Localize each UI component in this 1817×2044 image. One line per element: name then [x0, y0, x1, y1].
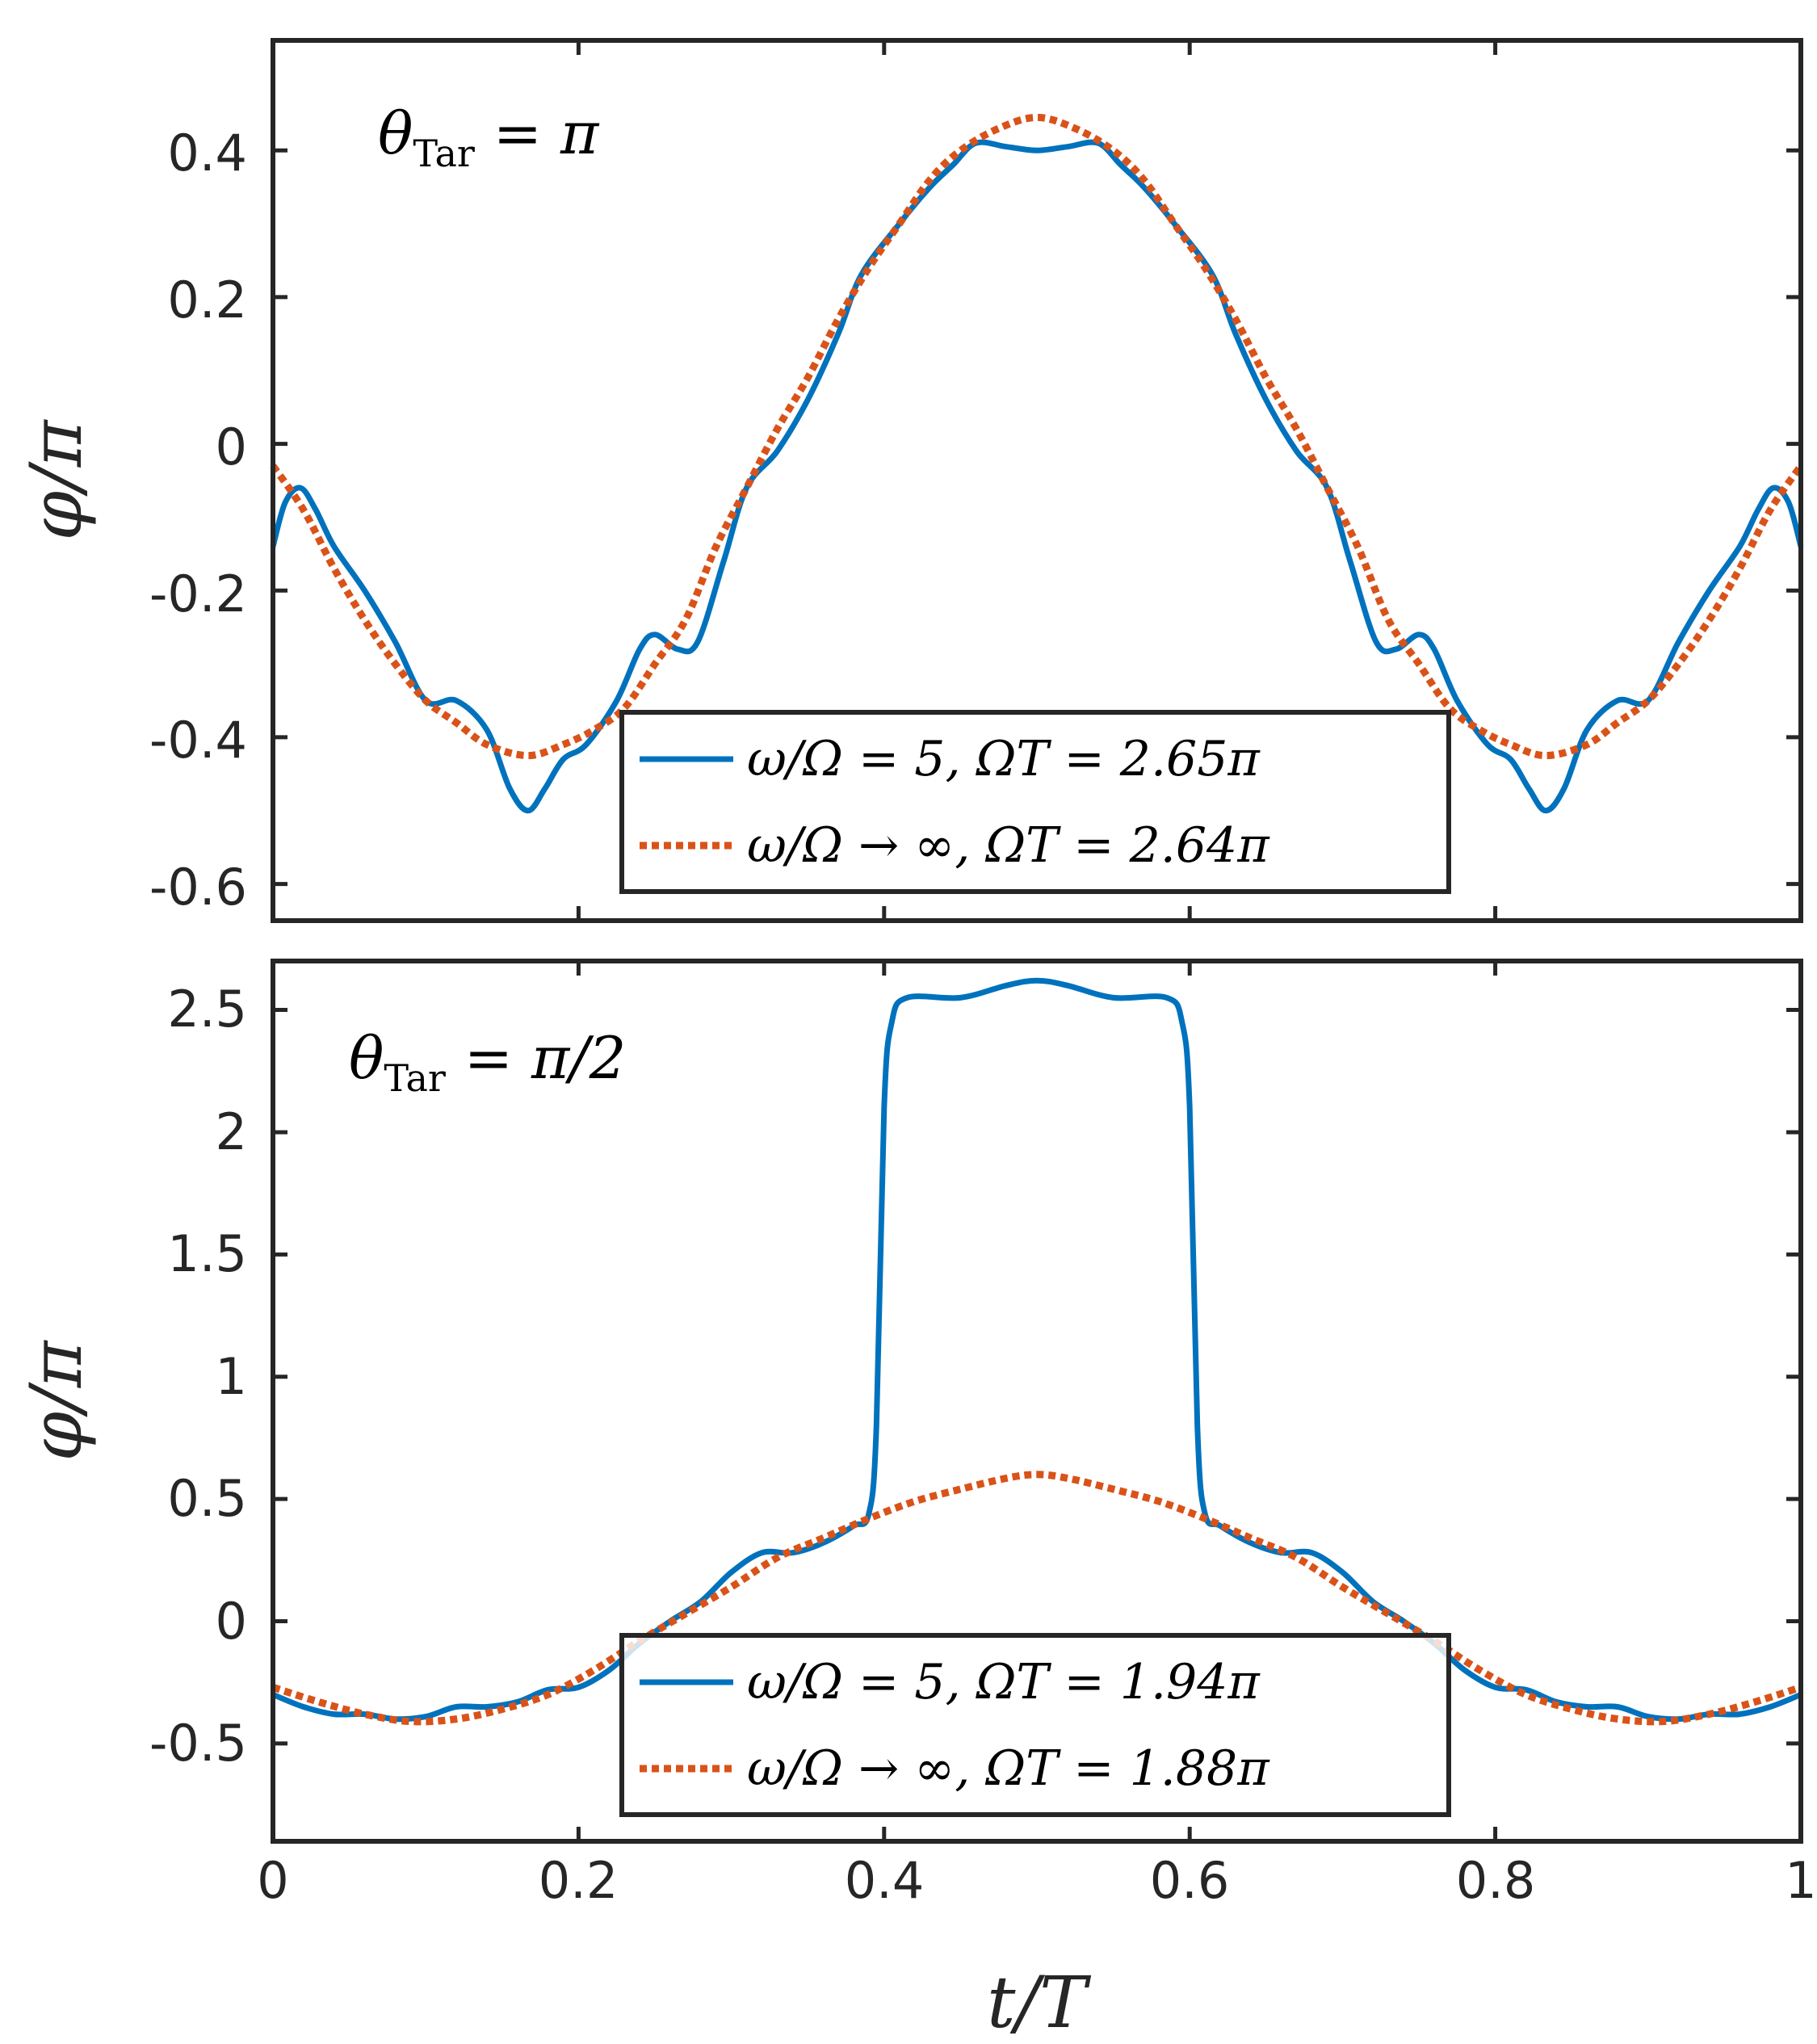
ytick-label: 0	[216, 1592, 247, 1651]
xtick-label: 0.8	[1456, 1851, 1536, 1910]
annotation-value: = π/2	[446, 1024, 627, 1092]
panel-top: -0.6 -0.4 -0.2 0 0.2 0.4 θTar = π φ/π ω/…	[15, 38, 1804, 923]
legend-entry: ω/Ω = 5, ΩT = 1.94π	[747, 1654, 1261, 1710]
legend-box	[619, 710, 1451, 894]
annotation-symbol: θ	[378, 99, 413, 167]
annotation-subscript: Tar	[413, 132, 475, 175]
series-top	[270, 113, 1804, 814]
ytick-label: 0.4	[167, 124, 247, 183]
annotation-value: = π	[475, 99, 600, 167]
x-axis-title: t/T	[987, 1961, 1092, 2044]
annotation-symbol: θ	[349, 1024, 384, 1092]
series-line-solid	[270, 139, 1804, 814]
ytick-label: -0.4	[149, 711, 247, 770]
axes-frame-bottom	[271, 959, 1803, 1844]
legend-entry: ω/Ω = 5, ΩT = 2.65π	[747, 731, 1261, 787]
xtick-label: 1	[1785, 1851, 1816, 1910]
y-axis-title-bottom: φ/π	[15, 1339, 98, 1461]
ytick-label: -0.5	[149, 1714, 247, 1773]
series-line-dotted	[270, 113, 1804, 760]
xtick-label: 0.6	[1150, 1851, 1230, 1910]
legend-box	[619, 1633, 1451, 1817]
panel-annotation-bottom: θTar = π/2	[349, 1024, 626, 1100]
ytick-label: -0.6	[149, 858, 247, 917]
panel-bottom: -0.5 0 0.5 1 1.5 2 2.5 0 0.2 0.4 0.6 0.8…	[15, 959, 1817, 2044]
ytick-label: 2.5	[167, 980, 247, 1039]
xtick-label: 0.4	[845, 1851, 925, 1910]
legend-top: ω/Ω = 5, ΩT = 2.65π ω/Ω → ∞, ΩT = 2.64π	[619, 710, 1451, 894]
ytick-label: 2	[216, 1102, 247, 1161]
ytick-label: 1	[216, 1347, 247, 1406]
ytick-label: -0.2	[149, 565, 247, 623]
series-line-dotted	[271, 1471, 1802, 1726]
xtick-label: 0.2	[539, 1851, 619, 1910]
legend-entry: ω/Ω → ∞, ΩT = 1.88π	[747, 1740, 1270, 1797]
legend-bottom: ω/Ω = 5, ΩT = 1.94π ω/Ω → ∞, ΩT = 1.88π	[619, 1633, 1451, 1817]
y-axis-title-top: φ/π	[15, 418, 98, 540]
legend-entry: ω/Ω → ∞, ΩT = 2.64π	[747, 817, 1270, 874]
xtick-label: 0	[257, 1851, 288, 1910]
ytick-label: 1.5	[167, 1224, 247, 1283]
series-bottom	[271, 977, 1802, 1726]
ytick-label: 0.2	[167, 271, 247, 329]
axes-frame-top	[271, 38, 1803, 923]
ytick-label: 0	[216, 418, 247, 476]
ytick-label: 0.5	[167, 1469, 247, 1528]
panel-annotation-top: θTar = π	[378, 99, 600, 175]
annotation-subscript: Tar	[384, 1056, 446, 1100]
